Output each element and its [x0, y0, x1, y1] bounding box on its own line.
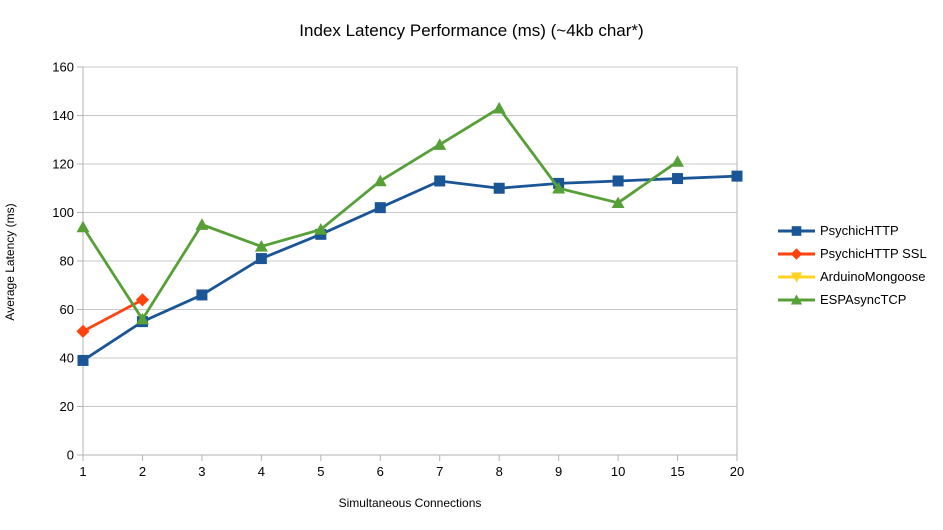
marker-psychichttp — [493, 182, 505, 194]
legend-item-arduinomongoose: ArduinoMongoose — [778, 265, 927, 288]
marker-espasynctcp — [195, 218, 209, 230]
series-line-psychichttp — [81, 174, 739, 362]
legend-label-espasynctcp: ESPAsyncTCP — [820, 292, 907, 307]
marker-psychichttp — [77, 354, 89, 366]
marker-espasynctcp — [76, 220, 90, 233]
x-tick-label: 6 — [377, 464, 384, 479]
y-tick-label: 140 — [52, 108, 74, 123]
x-axis-title: Simultaneous Connections — [338, 496, 482, 510]
y-tick-label: 160 — [52, 60, 74, 75]
series-line-espasynctcp — [81, 106, 679, 321]
marker-legend-espasynctcp — [790, 293, 803, 305]
legend-label-psychichttp: PsychicHTTP — [820, 223, 899, 238]
legend-label-psychichttp-ssl: PsychicHTTP SSL — [820, 246, 927, 261]
marker-psychichttp-ssl — [135, 293, 150, 307]
marker-legend-psychichttp-ssl — [790, 247, 803, 260]
legend: PsychicHTTP PsychicHTTP SSL ArduinoMongoos… — [778, 219, 927, 311]
x-tick-label: 2 — [139, 464, 146, 479]
marker-psychichttp — [374, 202, 386, 214]
marker-psychichttp — [672, 173, 684, 185]
legend-marker-square-icon — [778, 225, 815, 236]
marker-psychichttp — [731, 170, 743, 182]
marker-espasynctcp — [314, 223, 328, 235]
marker-psychichttp — [434, 175, 446, 187]
marker-espasynctcp — [671, 155, 685, 167]
legend-item-espasynctcp: ESPAsyncTCP — [778, 288, 927, 311]
legend-item-psychichttp: PsychicHTTP — [778, 219, 927, 242]
x-tick-label: 5 — [317, 464, 324, 479]
y-tick-label: 100 — [52, 205, 74, 220]
marker-espasynctcp — [433, 138, 447, 150]
marker-psychichttp-ssl — [76, 324, 90, 338]
x-tick-label: 15 — [670, 464, 684, 479]
marker-psychichttp — [612, 175, 624, 187]
y-tick-label: 40 — [60, 351, 74, 366]
marker-legend-arduinomongoose — [790, 271, 803, 283]
marker-legend-psychichttp — [791, 225, 802, 236]
marker-psychichttp — [196, 289, 208, 301]
x-tick-label: 8 — [496, 464, 503, 479]
legend-marker-triangle-down-icon — [778, 271, 815, 283]
y-tick-label: 120 — [52, 157, 74, 172]
x-tick-label: 9 — [555, 464, 562, 479]
x-tick-label: 1 — [79, 464, 86, 479]
y-tick-label: 0 — [67, 448, 74, 463]
marker-espasynctcp — [254, 240, 268, 252]
x-tick-label: 3 — [198, 464, 205, 479]
marker-espasynctcp — [552, 181, 566, 194]
x-tick-label: 20 — [730, 464, 744, 479]
marker-psychichttp — [255, 253, 267, 265]
legend-marker-triangle-up-icon — [778, 293, 815, 305]
legend-label-arduinomongoose: ArduinoMongoose — [820, 269, 926, 284]
x-tick-label: 10 — [611, 464, 625, 479]
chart-title: Index Latency Performance (ms) (~4kb cha… — [299, 21, 644, 40]
y-tick-label: 20 — [60, 399, 74, 414]
y-tick-label: 60 — [60, 302, 74, 317]
x-tick-label: 7 — [436, 464, 443, 479]
legend-marker-diamond-icon — [778, 247, 815, 260]
legend-item-psychichttp-ssl: PsychicHTTP SSL — [778, 242, 927, 265]
marker-espasynctcp — [135, 312, 149, 325]
marker-espasynctcp — [373, 174, 387, 187]
x-tick-label: 4 — [258, 464, 265, 479]
y-tick-label: 80 — [60, 254, 74, 269]
marker-espasynctcp — [492, 101, 506, 114]
marker-espasynctcp — [611, 196, 625, 209]
